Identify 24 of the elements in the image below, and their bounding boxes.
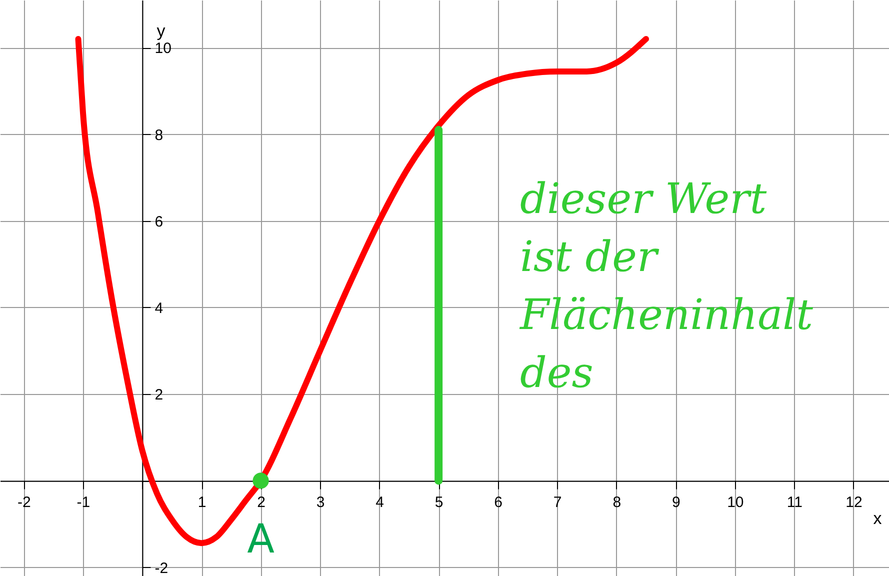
x-tick-label: 5 (434, 494, 444, 512)
y-tick-label: -2 (154, 560, 168, 576)
x-tick-label: -2 (18, 494, 31, 512)
x-tick-label: 4 (376, 494, 384, 512)
x-tick-label: 7 (553, 494, 562, 512)
x-tick-label: 10 (727, 494, 744, 512)
x-tick-label: 6 (494, 494, 503, 512)
annotation: dieser Wert ist der Flächeninhalt des (519, 174, 814, 397)
y-tick-label: 2 (154, 386, 164, 404)
x-tick-label: 9 (672, 494, 680, 512)
x-tick-label: 8 (612, 494, 622, 512)
x-axis-title: x (873, 509, 882, 528)
y-tick-label: 6 (154, 213, 164, 230)
y-axis-title: y (156, 22, 166, 40)
x-tick-label: 1 (198, 494, 206, 512)
annotation: A (247, 516, 276, 563)
x-tick-label: 11 (786, 494, 802, 512)
y-tick-label: 10 (154, 40, 172, 58)
y-tick-label: 4 (154, 300, 164, 317)
x-tick-label: -1 (76, 494, 90, 512)
x-tick-label: 3 (316, 494, 325, 512)
x-tick-label: 2 (257, 494, 266, 512)
y-tick-label: 8 (154, 126, 164, 144)
x-tick-label: 12 (846, 494, 862, 512)
